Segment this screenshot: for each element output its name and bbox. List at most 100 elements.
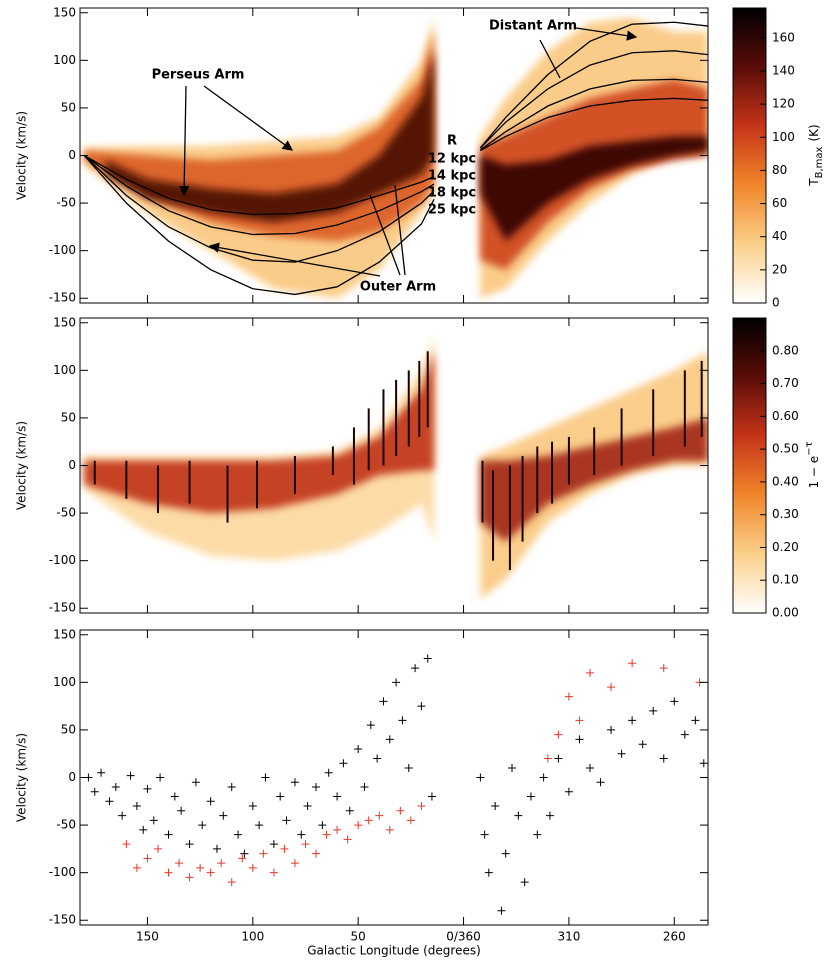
point (406, 816, 415, 825)
y-tick-label: 0 (68, 148, 76, 162)
point (575, 735, 584, 744)
point (680, 730, 689, 739)
colorbar-tick-label: 140 (772, 63, 795, 77)
point (269, 868, 278, 877)
point (480, 830, 489, 839)
point (90, 787, 99, 796)
point (659, 664, 668, 673)
colorbar-tick-label: 160 (772, 30, 795, 44)
plot-area (84, 337, 708, 599)
point (139, 825, 148, 834)
point (290, 859, 299, 868)
colorbar (732, 7, 767, 304)
plot-area (83, 17, 708, 299)
annotations: Perseus Arm Distant Arm Outer Arm R 12 k… (152, 19, 638, 295)
y-tick-label: -150 (49, 601, 76, 615)
point (360, 783, 369, 792)
x-tick-label: 50 (351, 930, 366, 944)
colorbar-tick-label: 0.80 (772, 343, 799, 357)
annotation: 12 kpc (428, 152, 476, 167)
point (269, 840, 278, 849)
model-curve (480, 78, 708, 151)
y-tick-label: 150 (53, 315, 76, 329)
point (628, 659, 637, 668)
point (97, 768, 106, 777)
point (520, 878, 529, 887)
point (185, 840, 194, 849)
point (508, 763, 517, 772)
colorbar-tick-label: 0.70 (772, 376, 799, 390)
colorbar-tick-label: 40 (772, 229, 787, 243)
point (659, 754, 668, 763)
annotation: R (447, 134, 457, 149)
point (255, 821, 264, 830)
point (497, 906, 506, 915)
point (259, 849, 268, 858)
colorbar-label-sup: −τ (804, 441, 815, 455)
point (354, 744, 363, 753)
annotation: Perseus Arm (152, 68, 245, 83)
point (164, 830, 173, 839)
x-tick-label: 150 (136, 930, 159, 944)
point (301, 840, 310, 849)
colorbar-tick-label: 120 (772, 97, 795, 111)
point (491, 802, 500, 811)
plot-area (84, 654, 708, 915)
point (638, 740, 647, 749)
colorbar-label-unit: (K) (807, 124, 821, 141)
colorbar-tick-label: 0.50 (772, 442, 799, 456)
point (170, 792, 179, 801)
point (514, 811, 523, 820)
point (533, 830, 542, 839)
point (227, 878, 236, 887)
point (484, 868, 493, 877)
point (564, 692, 573, 701)
point (345, 806, 354, 815)
point (297, 830, 306, 839)
point (227, 783, 236, 792)
colorbar-tick-label: 100 (772, 130, 795, 144)
point (543, 754, 552, 763)
colorbar-tick-label: 0.10 (772, 573, 799, 587)
plot-frame (79, 629, 709, 926)
point (217, 859, 226, 868)
point (191, 778, 200, 787)
panel: -150 -100 -50 0 50 100 150 Velocity (km/s) 0 20 40… (15, 5, 795, 309)
point (354, 821, 363, 830)
annotation: Outer Arm (360, 280, 436, 295)
model-curve (83, 154, 435, 216)
x-tick-label: 0/360 (446, 930, 481, 944)
model-curve (479, 21, 708, 149)
point (670, 697, 679, 706)
arrow (539, 39, 561, 79)
y-tick-label: -150 (49, 291, 76, 305)
point (219, 811, 228, 820)
point (261, 773, 270, 782)
point (206, 797, 215, 806)
point (596, 778, 605, 787)
colorbar-label-main: T (807, 178, 821, 187)
annotation: 25 kpc (428, 203, 476, 218)
point (699, 759, 708, 768)
x-tick-label: 100 (241, 930, 264, 944)
point (238, 854, 247, 863)
point (339, 759, 348, 768)
y-tick-label: 150 (53, 5, 76, 19)
y-tick-label: 100 (53, 53, 76, 67)
y-tick-label: -50 (56, 506, 76, 520)
point (212, 844, 221, 853)
point (234, 830, 243, 839)
point (333, 792, 342, 801)
point (398, 716, 407, 725)
y-tick-label: 100 (53, 675, 76, 689)
point (333, 825, 342, 834)
model-curve (479, 50, 708, 149)
x-tick-label: 260 (663, 930, 686, 944)
y-tick-label: -150 (49, 913, 76, 927)
model-curve (83, 155, 435, 263)
point (132, 863, 141, 872)
point (105, 797, 114, 806)
y-tick-label: -100 (49, 553, 76, 567)
colorbar-tick-label: 0.60 (772, 409, 799, 423)
point (554, 754, 563, 763)
